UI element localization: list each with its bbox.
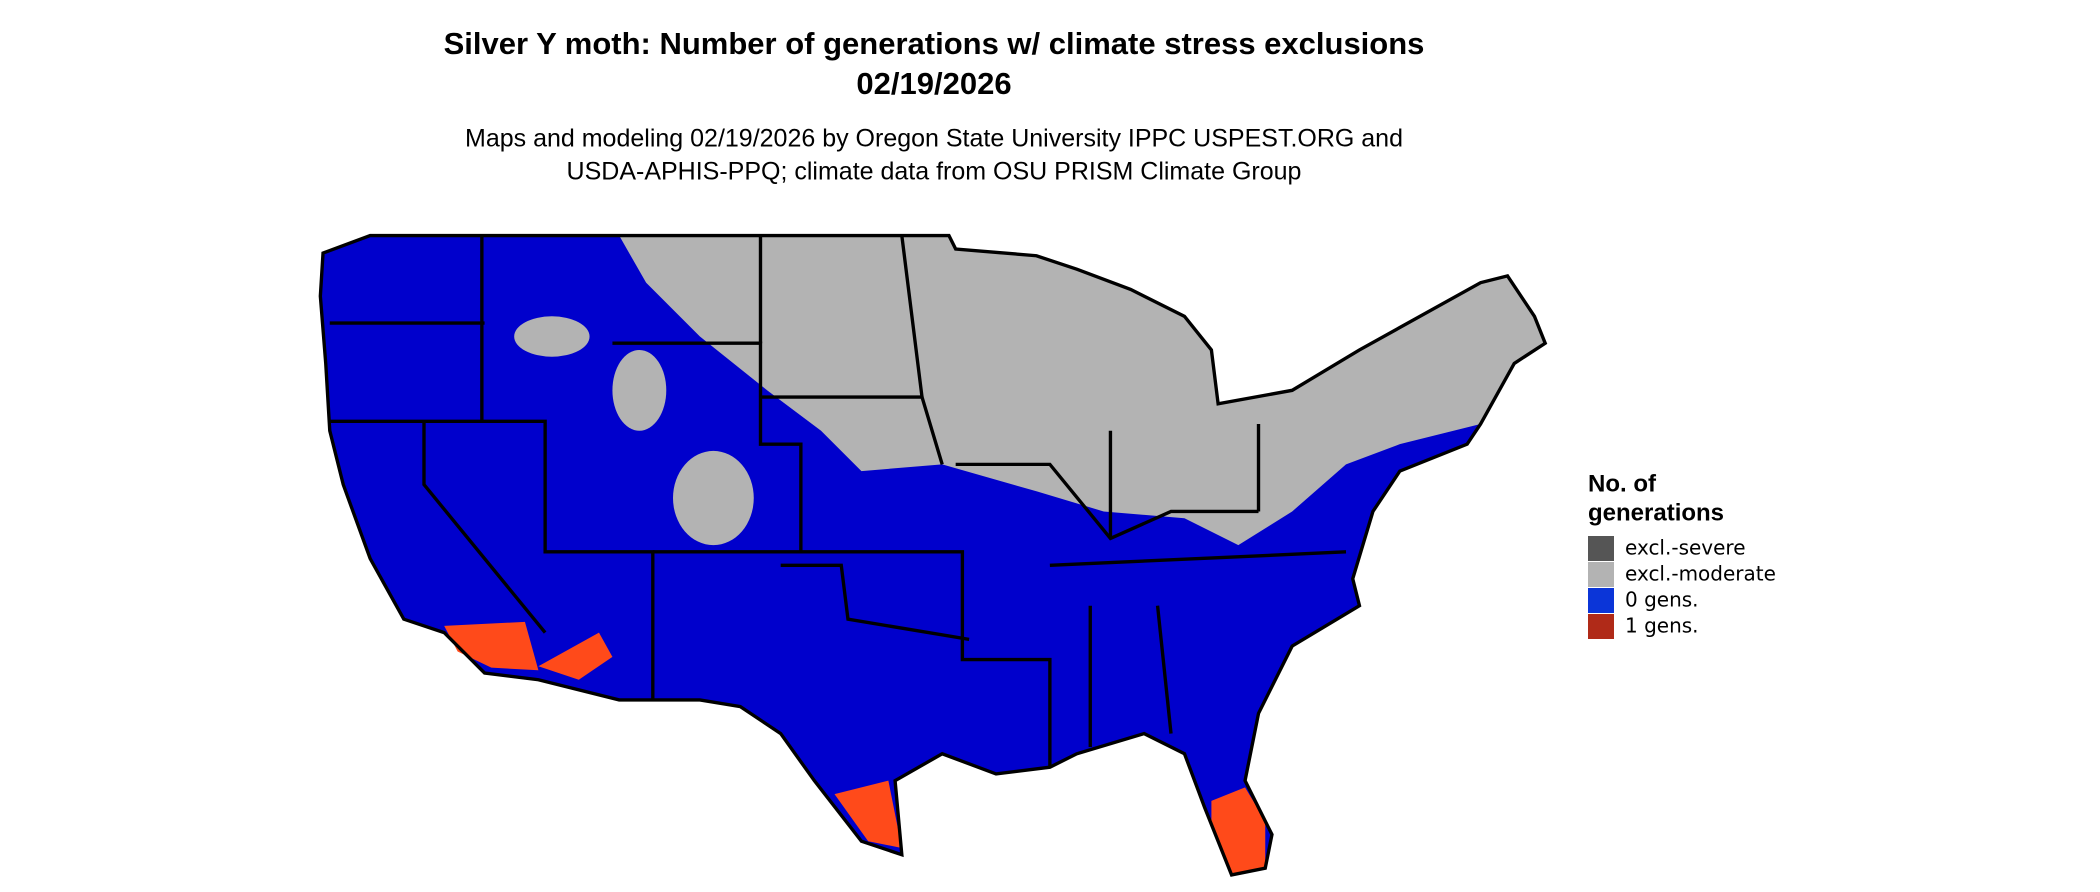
region-excl-moderate [619, 235, 1546, 546]
us-map [318, 233, 1548, 877]
region-excl-moderate [514, 316, 590, 357]
subtitle: USDA-APHIS-PPQ; climate data from OSU PR… [567, 158, 1302, 186]
legend-swatch [1588, 588, 1614, 613]
title: Silver Y moth: Number of generations w/ … [444, 26, 1425, 61]
legend-swatch [1588, 614, 1614, 639]
legend-title: No. of [1588, 470, 1657, 497]
legend-label: 1 gens. [1625, 614, 1699, 638]
legend: No. of generations excl.-severeexcl.-mod… [1588, 470, 1776, 639]
region-one-gen [1211, 787, 1266, 875]
title: 02/19/2026 [856, 66, 1011, 101]
legend-swatch [1588, 562, 1614, 587]
region-excl-moderate [612, 349, 667, 431]
region-one-gen [834, 780, 902, 848]
legend-label: excl.-severe [1625, 536, 1746, 560]
region-one-gen [444, 621, 539, 671]
subtitle: Maps and modeling 02/19/2026 by Oregon S… [465, 125, 1403, 153]
region-excl-moderate [673, 450, 754, 546]
legend-label: excl.-moderate [1625, 562, 1776, 586]
state-borders [318, 233, 1548, 877]
region-one-gen [538, 632, 613, 680]
legend-swatch [1588, 536, 1614, 561]
legend-title: generations [1588, 499, 1724, 526]
legend-label: 0 gens. [1625, 588, 1699, 612]
